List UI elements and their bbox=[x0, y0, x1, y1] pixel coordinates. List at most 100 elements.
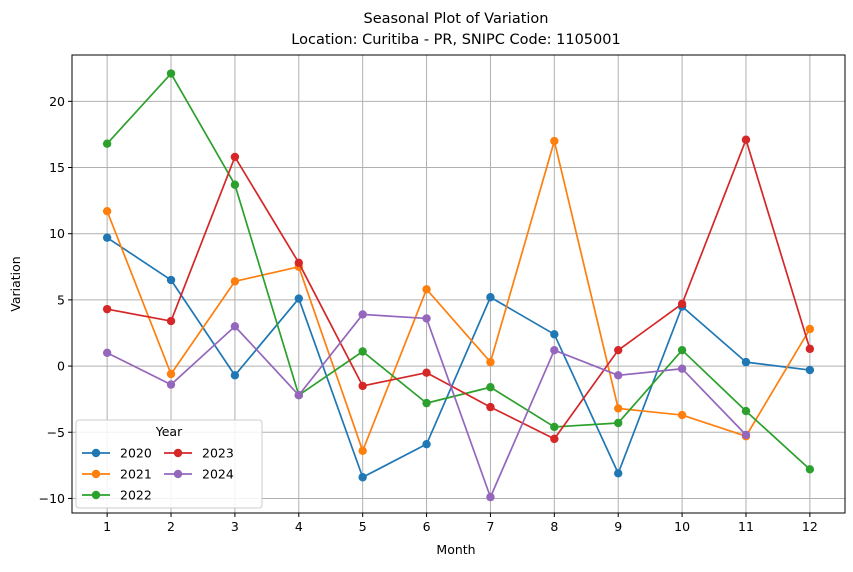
data-point bbox=[805, 365, 815, 375]
x-tick-label: 12 bbox=[802, 519, 818, 534]
series-2020 bbox=[102, 233, 815, 482]
legend-label: 2020 bbox=[120, 446, 152, 461]
legend-marker bbox=[91, 490, 101, 500]
x-tick-label: 3 bbox=[231, 519, 239, 534]
data-point bbox=[230, 371, 240, 380]
data-point bbox=[102, 233, 112, 242]
legend-label: 2024 bbox=[202, 467, 234, 482]
data-point bbox=[741, 430, 751, 440]
data-point bbox=[550, 345, 559, 355]
chart-title: Seasonal Plot of Variation bbox=[363, 11, 548, 27]
series-layer bbox=[102, 69, 815, 502]
legend-title: Year bbox=[155, 424, 183, 439]
legend-label: 2021 bbox=[120, 467, 152, 482]
series-2022 bbox=[102, 69, 815, 474]
data-point bbox=[230, 322, 240, 331]
data-point bbox=[422, 368, 431, 377]
legend-item-2022: 2022 bbox=[82, 488, 152, 503]
data-point bbox=[230, 277, 240, 286]
data-point bbox=[614, 371, 623, 380]
y-tick-label: −5 bbox=[47, 425, 65, 440]
x-tick-label: 8 bbox=[550, 519, 558, 534]
data-point bbox=[422, 439, 431, 449]
data-point bbox=[805, 465, 815, 474]
data-point bbox=[358, 310, 367, 319]
data-point bbox=[102, 348, 112, 358]
y-tick-label: −10 bbox=[39, 491, 65, 506]
legend-marker bbox=[91, 448, 101, 458]
x-tick-label: 5 bbox=[359, 519, 367, 534]
legend-label: 2023 bbox=[202, 446, 234, 461]
data-point bbox=[741, 135, 751, 144]
data-point bbox=[550, 422, 559, 432]
data-point bbox=[550, 136, 559, 146]
x-axis: 1 2 3 4 5 6 7 8 9 10 11 12 bbox=[103, 513, 818, 534]
x-axis-label: Month bbox=[436, 542, 475, 557]
chart-subtitle: Location: Curitiba - PR, SNIPC Code: 110… bbox=[291, 32, 620, 48]
series-line bbox=[106, 138, 811, 440]
data-point bbox=[677, 345, 687, 355]
x-tick-label: 9 bbox=[614, 519, 622, 534]
data-point bbox=[166, 275, 176, 285]
data-point bbox=[102, 206, 112, 216]
data-point bbox=[486, 383, 495, 392]
data-point bbox=[294, 390, 303, 400]
legend-marker bbox=[173, 448, 183, 458]
y-tick-label: 0 bbox=[57, 359, 65, 374]
x-tick-label: 2 bbox=[167, 519, 175, 534]
series-line bbox=[106, 236, 810, 479]
data-point bbox=[102, 304, 112, 314]
data-point bbox=[166, 69, 176, 78]
data-point bbox=[614, 469, 623, 478]
data-point bbox=[166, 380, 176, 389]
data-point bbox=[550, 330, 559, 339]
data-point bbox=[486, 293, 495, 302]
data-point bbox=[805, 344, 815, 354]
data-point bbox=[677, 364, 687, 373]
data-point bbox=[358, 473, 367, 482]
data-point bbox=[677, 299, 687, 309]
data-point bbox=[741, 406, 751, 416]
y-axis: −10 −5 0 5 10 15 20 bbox=[39, 94, 72, 506]
y-axis-label: Variation bbox=[8, 256, 23, 311]
series-line bbox=[106, 72, 811, 470]
series-line bbox=[106, 140, 811, 452]
legend-marker bbox=[173, 469, 183, 479]
legend-frame bbox=[75, 419, 263, 509]
data-point bbox=[614, 345, 623, 355]
grid bbox=[72, 55, 845, 513]
data-point bbox=[294, 294, 303, 303]
y-tick-label: 10 bbox=[49, 226, 65, 241]
data-point bbox=[486, 492, 495, 502]
data-point bbox=[230, 152, 240, 162]
data-point bbox=[614, 418, 623, 428]
legend-item-2021: 2021 bbox=[82, 467, 152, 482]
data-point bbox=[486, 402, 495, 412]
y-tick-label: 5 bbox=[57, 292, 65, 307]
legend-marker bbox=[91, 469, 101, 479]
x-tick-label: 7 bbox=[486, 519, 494, 534]
legend-item-2020: 2020 bbox=[82, 446, 152, 461]
x-tick-label: 4 bbox=[295, 519, 303, 534]
legend-item-2024: 2024 bbox=[164, 467, 234, 482]
data-point bbox=[358, 347, 367, 356]
data-point bbox=[805, 324, 815, 334]
data-point bbox=[358, 381, 367, 391]
x-tick-label: 1 bbox=[103, 519, 111, 534]
data-point bbox=[550, 434, 559, 444]
data-point bbox=[614, 404, 623, 413]
legend-item-2023: 2023 bbox=[164, 446, 234, 461]
data-point bbox=[422, 398, 431, 408]
data-point bbox=[358, 446, 367, 455]
data-point bbox=[677, 410, 687, 420]
series-2024 bbox=[102, 310, 751, 502]
data-point bbox=[486, 357, 495, 367]
data-point bbox=[230, 180, 240, 189]
data-point bbox=[741, 357, 751, 367]
data-point bbox=[166, 316, 176, 326]
data-point bbox=[422, 285, 431, 294]
data-point bbox=[294, 258, 303, 268]
x-tick-label: 10 bbox=[674, 519, 690, 534]
legend-label: 2022 bbox=[120, 488, 152, 503]
